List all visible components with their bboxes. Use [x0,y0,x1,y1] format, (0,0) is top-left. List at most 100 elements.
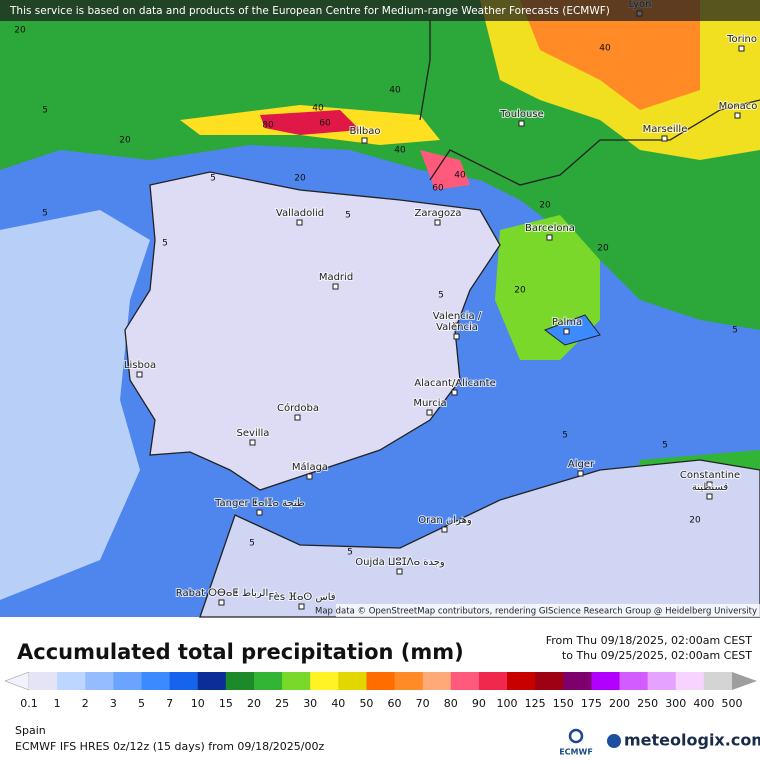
contour-label: 20 [514,286,526,296]
rain-band [520,0,700,110]
contour-label: 20 [14,26,26,36]
city-label: Monaco [719,101,758,112]
city-marker [434,219,441,226]
border [419,20,431,121]
contour-label: 80 [262,121,274,131]
colorbar-segment [675,672,705,690]
colorbar-segment [113,672,142,690]
north-africa [199,459,760,618]
banner: This service is based on data and produc… [9,5,610,17]
colorbar-segment [563,672,592,690]
city-marker [518,120,525,127]
iberia [124,171,501,491]
colorbar-segment [478,672,508,690]
contour-label: 5 [210,174,216,184]
colorbar-tick-label: 15 [219,697,233,710]
contour-label: 5 [162,239,168,249]
city-marker [738,45,745,52]
contour-label: 5 [347,548,353,558]
colorbar-segment [141,672,170,690]
colorbar-segment [647,672,677,690]
colorbar-tick-label: 100 [497,697,518,710]
city-marker [706,481,713,488]
contour-label: 5 [732,326,738,336]
colorbar-under [4,671,30,691]
city-label: Valladolid [276,208,324,219]
colorbar-over [732,672,757,690]
colorbar-tick-label: 150 [553,697,574,710]
colorbar-tick-label: 300 [665,697,686,710]
city-label: Barcelona [525,223,575,234]
contour-label: 5 [42,106,48,116]
city-label: Constantine [680,470,740,481]
contour-label: 20 [294,174,306,184]
colorbar-tick-label: 0.1 [20,697,38,710]
city-marker [256,509,263,516]
city-marker [441,526,448,533]
city-marker [249,439,256,446]
contour-label: 40 [389,86,401,96]
ecmwf-logo: ECMWF [559,748,593,757]
city-label: Tanger ⵟⴰⵏⵊⴰ طنجة [214,498,305,509]
colorbar-segment [507,672,536,690]
colorbar-tick-label: 10 [191,697,205,710]
city-marker [136,371,143,378]
colorbar-segment [535,672,564,690]
colorbar-segment [310,672,339,690]
city-marker [563,328,570,335]
colorbar-tick-label: 80 [444,697,458,710]
colorbar-tick-label: 500 [722,697,743,710]
city-marker [332,283,339,290]
colorbar-segment [394,672,424,690]
city-label: Murcia [413,398,446,409]
brand: meteologix.com [624,731,760,750]
city-label: València [436,321,478,333]
rain-band [260,110,360,135]
contour-label: 20 [539,201,551,211]
contour-label: 40 [454,171,466,181]
colorbar-segment [225,672,255,690]
sea-light [0,210,150,600]
colorbar-tick-label: 3 [110,697,117,710]
colorbar-tick-label: 70 [416,697,430,710]
city-marker [361,137,368,144]
coastline [429,99,760,186]
region: Spain [15,724,46,737]
contour-label: 5 [562,431,568,441]
city-label: Oujda ⵡⵓⵊⴷⴰ وجدة [355,557,445,568]
colorbar-segment [422,672,452,690]
city-marker [296,219,303,226]
city-label: Córdoba [277,402,319,414]
city-marker [706,493,713,500]
city-label: Zaragoza [414,208,461,219]
colorbar-tick-label: 90 [472,697,486,710]
colorbar-segment [282,672,311,690]
colorbar-segment [338,672,367,690]
city-marker [546,234,553,241]
city-marker [298,603,305,610]
colorbar-segment [169,672,199,690]
contour-label: 5 [438,291,444,301]
legend-title: Accumulated total precipitation (mm) [17,640,464,664]
city-label: Rabat ⵔⴱⴰⵟ الرباط [176,588,268,599]
colorbar-tick-label: 25 [275,697,289,710]
city-marker [396,568,403,575]
colorbar: 0.1 1 2 3 5 7 10 15 20 25 30 40 50 60 70 80 90 100 125 150 1… [4,671,757,710]
city-marker [734,112,741,119]
city-label: قسنطينة [692,482,729,493]
colorbar-segment [57,672,86,690]
colorbar-tick-label: 60 [388,697,402,710]
contour-label: 40 [312,104,324,114]
contour-label: 40 [394,146,406,156]
colorbar-tick-label: 30 [303,697,317,710]
attribution-bg [336,604,760,617]
colorbar-segment [450,672,480,690]
island [543,314,601,346]
city-label: Palma [552,317,582,328]
rain-band [420,150,470,190]
city-marker [453,333,460,340]
city-label: Marseille [643,124,688,135]
city-label: Bilbao [349,126,380,137]
contour-label: 20 [119,136,131,146]
